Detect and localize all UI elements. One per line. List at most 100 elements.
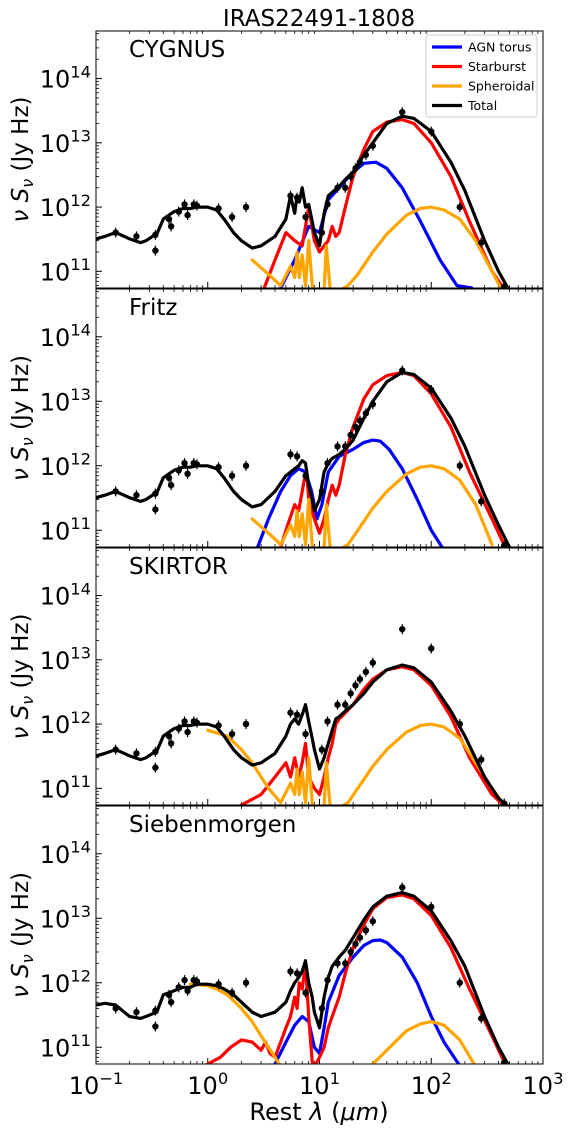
y-axis-label: ν Sν (Jy Hz) [8, 355, 37, 481]
data-point [478, 239, 485, 246]
data-point [456, 203, 463, 211]
series-line-total [96, 114, 510, 288]
data-point [152, 1007, 159, 1014]
data-point [242, 203, 250, 211]
series-line-spheroidal [250, 205, 503, 288]
data-point [318, 746, 326, 753]
data-point [287, 968, 294, 975]
data-point [181, 976, 188, 984]
data-point [356, 158, 364, 166]
data-point [324, 201, 331, 208]
data-point [428, 903, 435, 911]
panel-label: Fritz [129, 295, 178, 321]
data-point [324, 718, 331, 725]
data-point [152, 506, 159, 513]
data-point [342, 184, 349, 191]
data-point [167, 223, 175, 230]
y-tick-label: 1012 [40, 708, 91, 739]
y-tick-label: 1013 [40, 902, 91, 933]
data-point [362, 668, 370, 676]
panel-frame [95, 30, 544, 289]
series-line-total [96, 370, 511, 547]
data-point [342, 443, 349, 450]
data-point [165, 474, 173, 482]
y-axis-label: ν Sν (Jy Hz) [8, 872, 37, 998]
data-point [215, 205, 222, 212]
data-point [215, 463, 222, 471]
series-line-starburst [239, 665, 506, 805]
data-point [293, 453, 301, 460]
y-tick-label: 1012 [40, 450, 91, 481]
data-point [302, 213, 309, 221]
data-point [456, 720, 463, 728]
data-point [287, 451, 294, 458]
data-point [399, 625, 406, 633]
data-point [352, 940, 359, 948]
data-point [175, 725, 182, 732]
data-point [356, 675, 364, 683]
y-axis-label: ν Sν (Jy Hz) [8, 96, 37, 222]
data-point [152, 231, 159, 239]
data-point [342, 960, 349, 967]
data-point [181, 718, 188, 725]
data-point [167, 740, 175, 747]
data-point [228, 213, 236, 221]
data-point [133, 491, 140, 499]
x-tick-label: 101 [299, 1069, 340, 1100]
data-point [152, 748, 159, 756]
data-point [501, 283, 508, 288]
data-point [175, 984, 182, 991]
data-point [152, 490, 159, 497]
data-point [287, 709, 294, 716]
data-point [193, 978, 201, 985]
data-point [352, 165, 359, 172]
data-point [112, 1005, 119, 1012]
x-axis-label: Rest λ (μm) [249, 1098, 388, 1126]
data-point [152, 247, 159, 254]
y-tick-label: 1014 [40, 62, 91, 93]
data-point [184, 728, 191, 736]
data-point [184, 987, 191, 995]
data-point [428, 386, 435, 394]
data-point [287, 192, 294, 199]
data-point [478, 1015, 485, 1022]
series-line-spheroidal [188, 982, 476, 1064]
series-line-agn-torus [256, 438, 444, 547]
data-point [165, 215, 173, 223]
data-point [356, 934, 364, 941]
data-point [342, 701, 349, 708]
data-point [362, 151, 370, 159]
data-point [133, 1008, 140, 1016]
data-point [112, 488, 119, 495]
data-point [501, 1059, 508, 1064]
panel-frame [95, 288, 544, 548]
data-point [369, 918, 377, 925]
data-point [352, 682, 359, 689]
data-point [293, 194, 301, 201]
data-point [347, 948, 354, 956]
y-tick-label: 1014 [40, 321, 91, 352]
data-point [334, 443, 341, 450]
data-point [347, 173, 354, 180]
y-tick-label: 1013 [40, 385, 91, 416]
data-point [228, 472, 236, 479]
data-point [399, 367, 406, 374]
panel-label: Siebenmorgen [129, 812, 296, 838]
data-point [152, 1023, 159, 1030]
data-point [242, 720, 250, 728]
data-point [242, 979, 250, 986]
data-point [175, 208, 182, 215]
data-point [193, 202, 201, 209]
series-line-spheroidal [206, 722, 507, 805]
data-point [133, 233, 140, 240]
data-point [347, 431, 354, 439]
y-tick-label: 1013 [40, 644, 91, 675]
data-point [302, 989, 309, 996]
panel-skirtor: 1011 1012 1013 1014 SKIRTOR ν Sν (Jy Hz) [8, 547, 544, 806]
y-tick-label: 1013 [40, 127, 91, 158]
legend-label: AGN torus [468, 40, 531, 55]
data-point [193, 461, 201, 468]
data-point [456, 979, 463, 986]
y-tick-label: 1011 [40, 255, 91, 286]
